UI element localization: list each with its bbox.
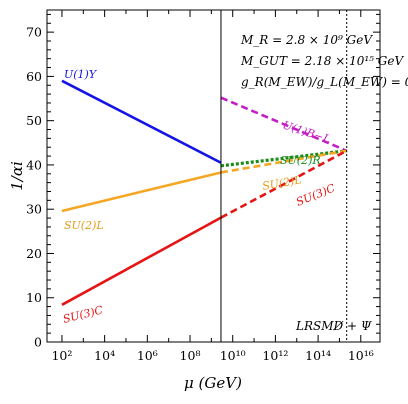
tick-layer: 10² 10⁴ 10⁶ 10⁸ 10¹⁰ 10¹² 10¹⁴ 10¹⁶ 0 10 20 30 40 50 6…	[26, 10, 380, 363]
series-line-1	[61, 171, 222, 213]
label-su3c-left: SU(3)C	[62, 303, 105, 326]
x-tick-label-6: 10¹⁴	[305, 348, 331, 363]
y-tick-label-7: 70	[26, 25, 42, 40]
label-su2l-right: SU(2)L	[261, 173, 302, 193]
series-line-2	[61, 216, 222, 306]
y-tick-label-0: 0	[34, 335, 42, 350]
vline-layer	[220, 10, 348, 342]
x-tick-label-5: 10¹²	[262, 348, 288, 363]
series-line-3	[220, 96, 348, 152]
label-su2l-left: SU(2)L	[64, 219, 104, 232]
y-tick-label-1: 10	[26, 290, 42, 305]
x-tick-label-3: 10⁸	[180, 348, 201, 363]
annotation-mgut: M_GUT = 2.18 × 10¹⁵ GeV	[240, 54, 404, 68]
x-axis-label: μ (GeV)	[184, 374, 242, 392]
y-tick-label-2: 20	[26, 246, 42, 261]
series-layer	[61, 79, 348, 306]
y-tick-label-5: 50	[26, 113, 42, 128]
x-tick-label-4: 10¹⁰	[220, 348, 246, 363]
series-line-4	[220, 149, 347, 168]
x-tick-label-7: 10¹⁶	[348, 348, 374, 363]
annotation-model: LRSMD̸ + Ψ	[295, 319, 372, 333]
plot-frame	[46, 9, 381, 343]
x-tick-label-2: 10⁶	[137, 348, 158, 363]
annotation-gratio: g_R(M_EW)/g_L(M_EW) = 0.86	[241, 75, 408, 89]
label-u1bl: U(1)B−L	[281, 118, 332, 146]
y-tick-label-6: 60	[26, 69, 42, 84]
series-line-6	[220, 149, 348, 219]
label-su2r: SU(2)R	[280, 154, 321, 167]
series-line-0	[61, 79, 222, 164]
y-tick-label-4: 40	[26, 157, 42, 172]
y-axis-label: 1/αi	[8, 161, 26, 191]
y-tick-label-3: 30	[26, 202, 42, 217]
x-tick-label-1: 10⁴	[94, 348, 115, 363]
label-u1y: U(1)Y	[64, 68, 98, 81]
x-tick-label-0: 10²	[51, 348, 72, 363]
annotation-mr: M_R = 2.8 × 10⁹ GeV	[240, 33, 373, 47]
